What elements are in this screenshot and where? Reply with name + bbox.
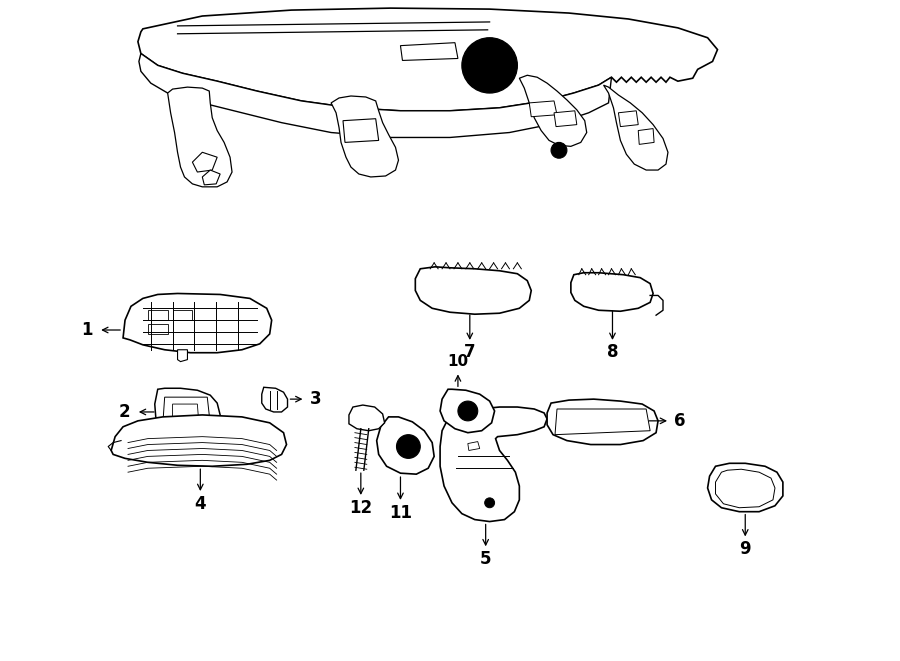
Text: 7: 7 [464, 343, 475, 361]
Circle shape [397, 435, 420, 458]
Polygon shape [138, 8, 717, 111]
Text: 2: 2 [118, 403, 130, 421]
Polygon shape [173, 310, 193, 320]
Polygon shape [193, 152, 217, 172]
Polygon shape [331, 96, 399, 177]
Polygon shape [555, 409, 650, 435]
Text: 3: 3 [310, 390, 321, 408]
Polygon shape [349, 405, 384, 431]
Polygon shape [155, 388, 220, 435]
Circle shape [476, 52, 503, 79]
Polygon shape [554, 111, 577, 127]
Polygon shape [519, 75, 587, 146]
Circle shape [551, 142, 567, 158]
Polygon shape [123, 293, 272, 353]
Polygon shape [440, 389, 495, 433]
Polygon shape [716, 469, 775, 508]
Polygon shape [547, 399, 658, 445]
Polygon shape [707, 463, 783, 512]
Text: 9: 9 [740, 540, 752, 558]
Polygon shape [618, 111, 638, 127]
Text: 11: 11 [389, 504, 412, 522]
Circle shape [458, 401, 478, 421]
Polygon shape [173, 404, 198, 418]
Circle shape [462, 38, 517, 93]
Polygon shape [163, 397, 211, 426]
Text: 1: 1 [82, 321, 93, 339]
Polygon shape [415, 267, 531, 314]
Text: 4: 4 [194, 495, 206, 513]
Polygon shape [604, 85, 668, 170]
Polygon shape [167, 87, 232, 187]
Text: 12: 12 [349, 499, 373, 517]
Polygon shape [440, 407, 547, 522]
Polygon shape [139, 54, 611, 137]
Polygon shape [148, 324, 167, 334]
Polygon shape [377, 417, 434, 474]
Text: 8: 8 [607, 343, 618, 361]
Polygon shape [638, 129, 654, 144]
Text: 6: 6 [674, 412, 686, 430]
Polygon shape [343, 119, 379, 142]
Polygon shape [148, 310, 167, 320]
Polygon shape [202, 170, 220, 185]
Polygon shape [571, 273, 653, 311]
Polygon shape [177, 350, 187, 362]
Polygon shape [400, 43, 458, 60]
Polygon shape [262, 387, 287, 412]
Text: 5: 5 [480, 550, 491, 568]
Circle shape [485, 498, 495, 508]
Polygon shape [529, 101, 557, 117]
Polygon shape [112, 415, 286, 466]
Text: 10: 10 [447, 354, 469, 369]
Polygon shape [468, 442, 480, 450]
